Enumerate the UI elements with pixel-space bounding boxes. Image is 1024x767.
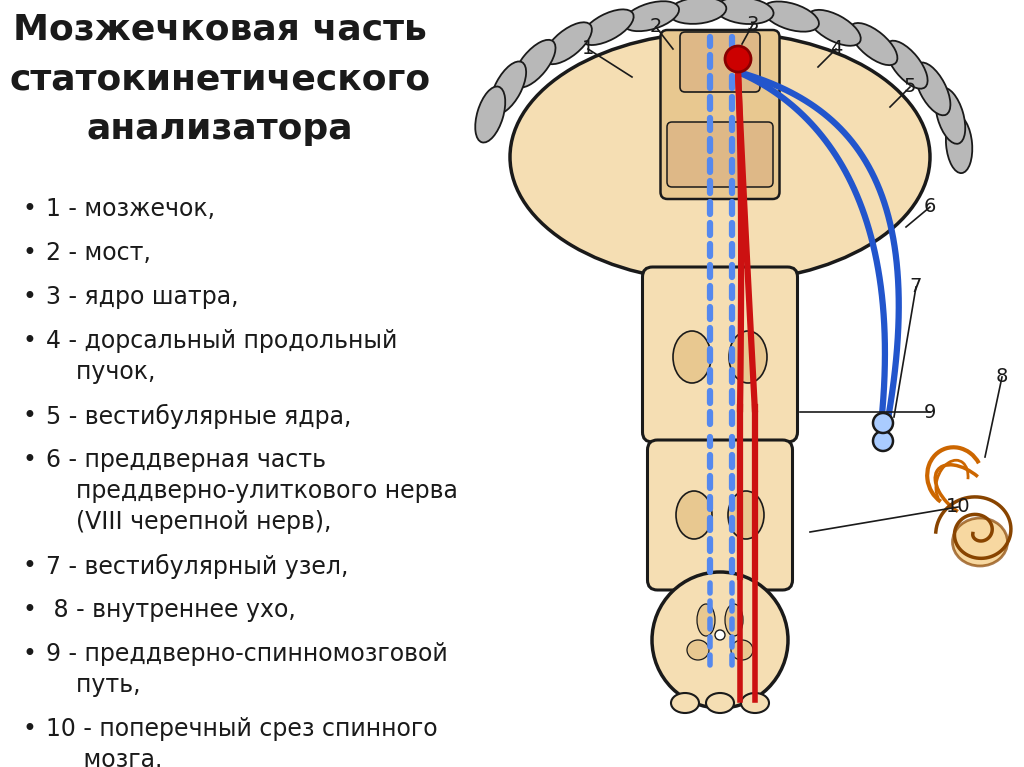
Circle shape — [715, 630, 725, 640]
Ellipse shape — [623, 2, 679, 31]
Text: (VIII черепной нерв),: (VIII черепной нерв), — [46, 510, 332, 534]
Text: 2 - мост,: 2 - мост, — [46, 241, 151, 265]
Text: преддверно-улиткового нерва: преддверно-улиткового нерва — [46, 479, 458, 503]
Text: 3 - ядро шатра,: 3 - ядро шатра, — [46, 285, 239, 309]
Text: 10 - поперечный срез спинного: 10 - поперечный срез спинного — [46, 717, 437, 741]
Text: •: • — [22, 554, 36, 578]
Text: путь,: путь, — [46, 673, 140, 697]
Text: 6 - преддверная часть: 6 - преддверная часть — [46, 448, 326, 472]
Text: 3: 3 — [746, 15, 759, 34]
Ellipse shape — [731, 640, 753, 660]
Ellipse shape — [544, 22, 592, 64]
Text: •: • — [22, 717, 36, 741]
Text: 6: 6 — [924, 197, 936, 216]
FancyBboxPatch shape — [667, 122, 773, 187]
Ellipse shape — [946, 115, 972, 173]
Text: статокинетического: статокинетического — [9, 62, 430, 96]
Circle shape — [873, 413, 893, 433]
FancyBboxPatch shape — [642, 267, 798, 442]
Ellipse shape — [687, 640, 709, 660]
Text: 7: 7 — [909, 278, 923, 297]
Text: 9: 9 — [924, 403, 936, 422]
Text: 2: 2 — [650, 18, 663, 37]
Text: •: • — [22, 598, 36, 622]
Ellipse shape — [728, 491, 764, 539]
Ellipse shape — [915, 62, 950, 115]
Text: 5 - вестибулярные ядра,: 5 - вестибулярные ядра, — [46, 404, 351, 430]
Ellipse shape — [952, 518, 1008, 566]
Ellipse shape — [741, 693, 769, 713]
Text: анализатора: анализатора — [87, 112, 353, 146]
Ellipse shape — [808, 10, 861, 46]
Text: 4 - дорсальный продольный: 4 - дорсальный продольный — [46, 329, 397, 353]
Ellipse shape — [510, 32, 930, 282]
Ellipse shape — [671, 693, 699, 713]
Text: 9 - преддверно-спинномозговой: 9 - преддверно-спинномозговой — [46, 642, 447, 666]
Ellipse shape — [673, 331, 711, 383]
FancyBboxPatch shape — [660, 30, 779, 199]
Text: 8: 8 — [995, 367, 1009, 387]
Text: 8 - внутреннее ухо,: 8 - внутреннее ухо, — [46, 598, 296, 622]
Ellipse shape — [697, 604, 715, 636]
Text: •: • — [22, 241, 36, 265]
Ellipse shape — [490, 61, 526, 114]
Text: 1: 1 — [582, 39, 594, 58]
Text: мозга.: мозга. — [46, 748, 163, 767]
Text: 10: 10 — [946, 498, 971, 516]
Text: пучок,: пучок, — [46, 360, 156, 384]
Text: •: • — [22, 329, 36, 353]
Ellipse shape — [676, 491, 712, 539]
Circle shape — [652, 572, 788, 708]
Text: •: • — [22, 448, 36, 472]
Ellipse shape — [763, 2, 819, 31]
Text: •: • — [22, 404, 36, 428]
Text: •: • — [22, 197, 36, 221]
Circle shape — [873, 431, 893, 451]
Ellipse shape — [706, 693, 734, 713]
Ellipse shape — [716, 0, 773, 24]
Ellipse shape — [581, 9, 634, 45]
Ellipse shape — [850, 23, 897, 65]
FancyBboxPatch shape — [680, 32, 760, 92]
Text: 7 - вестибулярный узел,: 7 - вестибулярный узел, — [46, 554, 348, 579]
Ellipse shape — [514, 40, 555, 87]
Text: 1 - мозжечок,: 1 - мозжечок, — [46, 197, 215, 221]
FancyBboxPatch shape — [647, 440, 793, 590]
Text: 5: 5 — [904, 77, 916, 97]
Text: Мозжечковая часть: Мозжечковая часть — [13, 12, 427, 46]
Ellipse shape — [936, 87, 966, 144]
Ellipse shape — [729, 331, 767, 383]
Ellipse shape — [886, 41, 928, 89]
Ellipse shape — [669, 0, 726, 24]
Circle shape — [725, 46, 751, 72]
Ellipse shape — [475, 87, 505, 143]
Text: 4: 4 — [829, 39, 842, 58]
Ellipse shape — [725, 604, 743, 636]
Text: •: • — [22, 285, 36, 309]
Text: •: • — [22, 642, 36, 666]
